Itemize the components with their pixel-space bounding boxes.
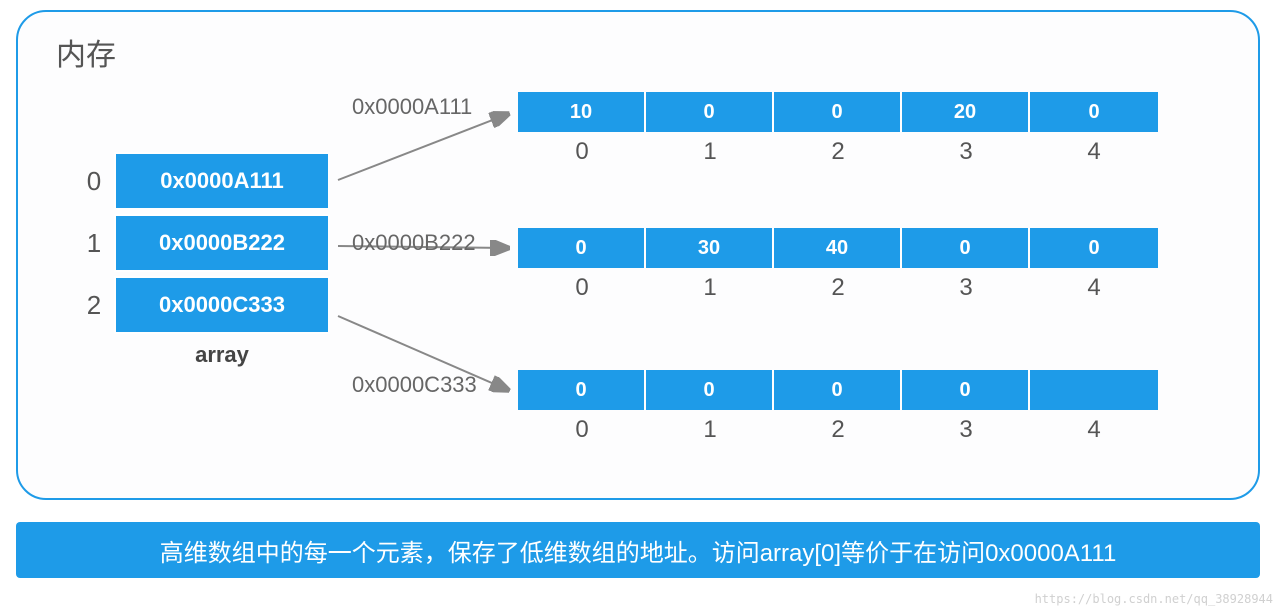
data-row-block: 10 0 0 20 0 0 1 2 3 4 [518, 92, 1158, 166]
data-cell: 0 [646, 92, 774, 132]
data-row-block: 0 30 40 0 0 0 1 2 3 4 [518, 228, 1158, 302]
arrow-line [338, 114, 508, 180]
pointer-cell: 0x0000A111 [114, 152, 330, 210]
data-cell: 0 [1030, 228, 1158, 268]
index-cell: 2 [774, 274, 902, 302]
caption-bar: 高维数组中的每一个元素，保存了低维数组的地址。访问array[0]等价于在访问0… [16, 522, 1260, 578]
index-cell: 0 [518, 416, 646, 444]
index-cell: 3 [902, 274, 1030, 302]
pointer-index: 0 [74, 166, 114, 197]
index-cell: 4 [1030, 416, 1158, 444]
row-address: 0x0000C333 [352, 372, 477, 398]
index-cell: 1 [646, 416, 774, 444]
pointer-row: 0 0x0000A111 [74, 152, 330, 210]
data-row: 0 0 0 0 [518, 370, 1158, 410]
index-cell: 1 [646, 138, 774, 166]
data-cell: 0 [518, 370, 646, 410]
data-cell: 0 [518, 228, 646, 268]
index-cell: 4 [1030, 138, 1158, 166]
index-row: 0 1 2 3 4 [518, 416, 1158, 444]
data-cell: 0 [774, 92, 902, 132]
data-row-block: 0 0 0 0 0 1 2 3 4 [518, 370, 1158, 444]
data-cell: 0 [902, 370, 1030, 410]
index-cell: 3 [902, 416, 1030, 444]
memory-container: 内存 0 0x0000A111 1 0x0000B222 2 0x0000C33… [16, 10, 1260, 500]
pointer-index: 2 [74, 290, 114, 321]
pointer-index: 1 [74, 228, 114, 259]
data-cell: 20 [902, 92, 1030, 132]
index-cell: 4 [1030, 274, 1158, 302]
data-row: 0 30 40 0 0 [518, 228, 1158, 268]
data-cell: 40 [774, 228, 902, 268]
data-cell: 0 [646, 370, 774, 410]
data-cell: 10 [518, 92, 646, 132]
index-cell: 0 [518, 274, 646, 302]
row-address: 0x0000A111 [352, 94, 472, 120]
watermark: https://blog.csdn.net/qq_38928944 [1035, 592, 1273, 606]
data-cell [1030, 370, 1158, 410]
index-cell: 2 [774, 138, 902, 166]
index-row: 0 1 2 3 4 [518, 138, 1158, 166]
pointer-array: 0 0x0000A111 1 0x0000B222 2 0x0000C333 a… [74, 152, 330, 368]
data-cell: 0 [902, 228, 1030, 268]
data-cell: 0 [774, 370, 902, 410]
index-cell: 2 [774, 416, 902, 444]
row-address: 0x0000B222 [352, 230, 476, 256]
data-row: 10 0 0 20 0 [518, 92, 1158, 132]
data-cell: 30 [646, 228, 774, 268]
pointer-cell: 0x0000B222 [114, 214, 330, 272]
index-cell: 0 [518, 138, 646, 166]
memory-title: 内存 [56, 30, 116, 74]
pointer-row: 2 0x0000C333 [74, 276, 330, 334]
index-cell: 3 [902, 138, 1030, 166]
pointer-row: 1 0x0000B222 [74, 214, 330, 272]
index-row: 0 1 2 3 4 [518, 274, 1158, 302]
index-cell: 1 [646, 274, 774, 302]
pointer-cell: 0x0000C333 [114, 276, 330, 334]
data-cell: 0 [1030, 92, 1158, 132]
array-label: array [114, 342, 330, 368]
